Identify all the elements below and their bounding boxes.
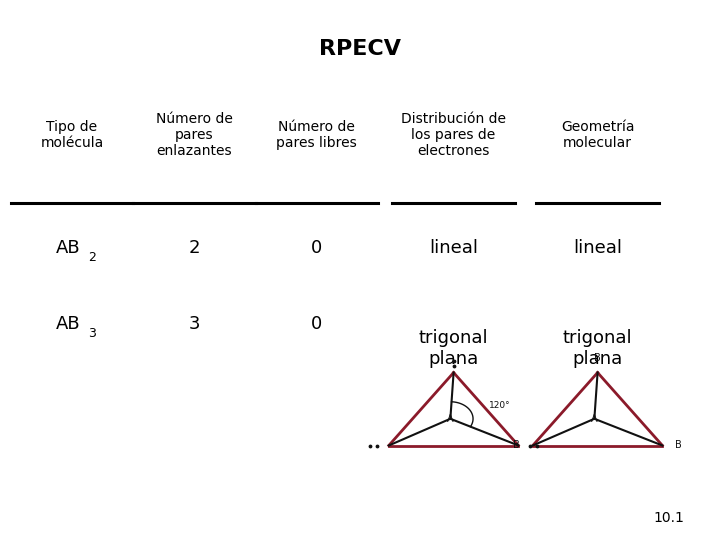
- Text: AB: AB: [56, 315, 81, 333]
- Text: Número de
pares
enlazantes: Número de pares enlazantes: [156, 112, 233, 158]
- Text: 0: 0: [311, 239, 323, 258]
- Text: trigonal
plana: trigonal plana: [419, 329, 488, 368]
- Text: B: B: [594, 353, 601, 363]
- Text: B: B: [675, 441, 682, 450]
- Text: Distribución de
los pares de
electrones: Distribución de los pares de electrones: [401, 112, 506, 158]
- Text: lineal: lineal: [573, 239, 622, 258]
- Text: RPECV: RPECV: [319, 38, 401, 59]
- Text: Geometría
molecular: Geometría molecular: [561, 120, 634, 150]
- Text: B: B: [513, 441, 520, 450]
- Text: 10.1: 10.1: [653, 511, 684, 525]
- Text: lineal: lineal: [429, 239, 478, 258]
- Text: Número de
pares libres: Número de pares libres: [276, 120, 357, 150]
- Text: 3: 3: [189, 315, 200, 333]
- Text: A: A: [591, 414, 598, 424]
- Text: AB: AB: [56, 239, 81, 258]
- Text: 0: 0: [311, 315, 323, 333]
- Text: A: A: [447, 414, 454, 424]
- Text: 3: 3: [89, 327, 96, 340]
- Text: 120°: 120°: [489, 401, 510, 410]
- Text: trigonal
plana: trigonal plana: [563, 329, 632, 368]
- Text: Tipo de
molécula: Tipo de molécula: [40, 120, 104, 150]
- Text: 2: 2: [189, 239, 200, 258]
- Text: 2: 2: [89, 251, 96, 264]
